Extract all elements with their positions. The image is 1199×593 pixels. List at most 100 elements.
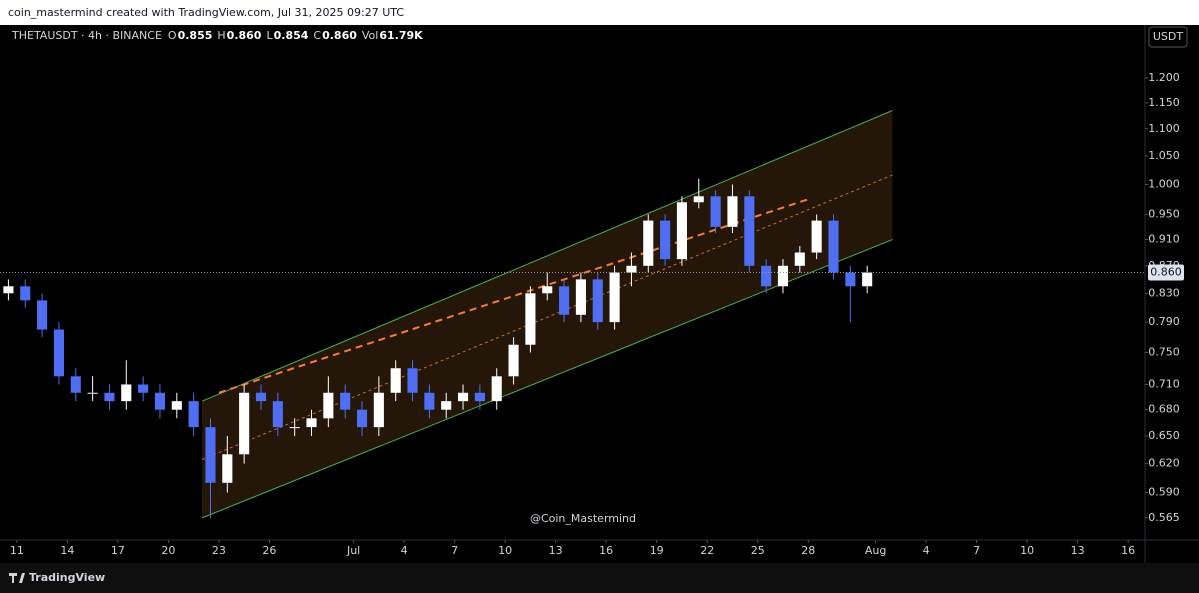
- x-tick-label: 10: [498, 544, 512, 557]
- x-tick-label: 7: [973, 544, 980, 557]
- candle-body: [87, 392, 98, 394]
- candle-body: [205, 427, 216, 483]
- x-tick-label: 23: [212, 544, 226, 557]
- candle-body: [508, 344, 519, 377]
- channel-mid: [201, 174, 893, 460]
- candle-body: [458, 392, 469, 402]
- y-tick-label: 0.910: [1148, 233, 1180, 246]
- y-tick-label: 0.650: [1148, 429, 1180, 442]
- candle-body: [20, 286, 31, 301]
- x-tick-label: 4: [401, 544, 408, 557]
- x-tick-label: 26: [262, 544, 276, 557]
- x-tick-label: 4: [923, 544, 930, 557]
- candle-body: [70, 376, 81, 393]
- x-tick-label: 25: [751, 544, 765, 557]
- candle-body: [222, 454, 233, 483]
- candle-body: [53, 329, 64, 377]
- y-tick-label: 0.950: [1148, 207, 1180, 220]
- candle-body: [710, 196, 721, 227]
- y-tick-label: 0.790: [1148, 315, 1180, 328]
- symbol: THETAUSDT · 4h · BINANCE: [11, 29, 162, 42]
- x-tick-label: 10: [1020, 544, 1034, 557]
- candle-body: [37, 300, 48, 330]
- footer-bar: [0, 563, 1199, 593]
- last-price-box: [1148, 264, 1184, 281]
- quote-key: H: [217, 29, 225, 42]
- candle-body: [154, 392, 166, 410]
- candle-body: [390, 368, 401, 393]
- quote-key: C: [313, 29, 321, 42]
- logo-icon: [9, 573, 25, 583]
- candle-body: [239, 392, 250, 455]
- candle-body: [373, 392, 384, 428]
- x-tick-label: Jul: [346, 544, 360, 557]
- candle-body: [474, 392, 485, 402]
- channel-upper: [201, 110, 893, 402]
- candle-body: [188, 401, 199, 428]
- candle-body: [744, 196, 755, 266]
- candle-body: [811, 220, 822, 253]
- candle-body: [441, 401, 452, 410]
- candle-body: [643, 220, 654, 266]
- x-tick-label: 11: [10, 544, 24, 557]
- candle-body: [575, 279, 586, 315]
- x-tick-label: 13: [1071, 544, 1085, 557]
- y-tick-label: 1.150: [1148, 96, 1180, 109]
- candle-body: [104, 392, 115, 402]
- credit: coin_mastermind created with TradingView…: [8, 6, 404, 19]
- quote-key: Vol: [362, 29, 378, 42]
- candle-body: [138, 384, 149, 393]
- quote-value: 0.860: [322, 29, 357, 42]
- candle-body: [559, 286, 570, 315]
- candle-body: [306, 418, 317, 428]
- y-tick-label: 1.000: [1148, 177, 1180, 190]
- x-tick-label: 16: [599, 544, 613, 557]
- y-tick-label: 1.200: [1148, 71, 1180, 84]
- y-tick-label: 0.750: [1148, 345, 1180, 358]
- quote-key: O: [168, 29, 177, 42]
- x-tick-label: Aug: [865, 544, 886, 557]
- candle-body: [727, 196, 738, 227]
- candle-body: [693, 196, 704, 203]
- trendline: [218, 198, 809, 394]
- y-tick-label: 1.050: [1148, 149, 1180, 162]
- candle-body: [660, 220, 671, 260]
- candle-body: [289, 427, 300, 429]
- brand: TradingView: [29, 571, 105, 584]
- quote-value: 61.79K: [379, 29, 423, 42]
- last-price-label: 0.860: [1150, 266, 1182, 279]
- candle-body: [525, 293, 536, 345]
- currency[interactable]: USDT: [1153, 30, 1184, 43]
- candle-body: [609, 272, 620, 323]
- y-tick-label: 0.830: [1148, 286, 1180, 299]
- candle-body: [794, 252, 805, 266]
- currency-button[interactable]: [1148, 26, 1188, 48]
- candle-body: [777, 265, 789, 287]
- brand-logo: [9, 573, 25, 583]
- channel-lower: [201, 239, 893, 519]
- x-tick-label: 13: [549, 544, 563, 557]
- candle-body: [356, 409, 368, 428]
- watermark: @Coin_Mastermind: [530, 512, 636, 525]
- candle-body: [121, 384, 132, 402]
- candle-body: [255, 392, 267, 402]
- x-tick-label: 17: [111, 544, 125, 557]
- x-tick-label: 19: [650, 544, 664, 557]
- quote-key: L: [266, 29, 273, 42]
- y-tick-label: 0.710: [1148, 377, 1180, 390]
- x-tick-label: 16: [1121, 544, 1135, 557]
- candle-body: [491, 376, 502, 402]
- candle-body: [407, 368, 418, 393]
- candle-body: [340, 392, 351, 410]
- candle-body: [3, 286, 14, 294]
- x-tick-label: 28: [801, 544, 815, 557]
- quote-value: 0.855: [178, 29, 213, 42]
- candle-body: [592, 279, 603, 323]
- x-tick-label: 14: [60, 544, 74, 557]
- candle-body: [323, 392, 334, 419]
- y-tick-label: 1.100: [1148, 122, 1180, 135]
- quote-value: 0.860: [227, 29, 262, 42]
- y-tick-label: 0.680: [1148, 403, 1180, 416]
- x-tick-label: 22: [700, 544, 714, 557]
